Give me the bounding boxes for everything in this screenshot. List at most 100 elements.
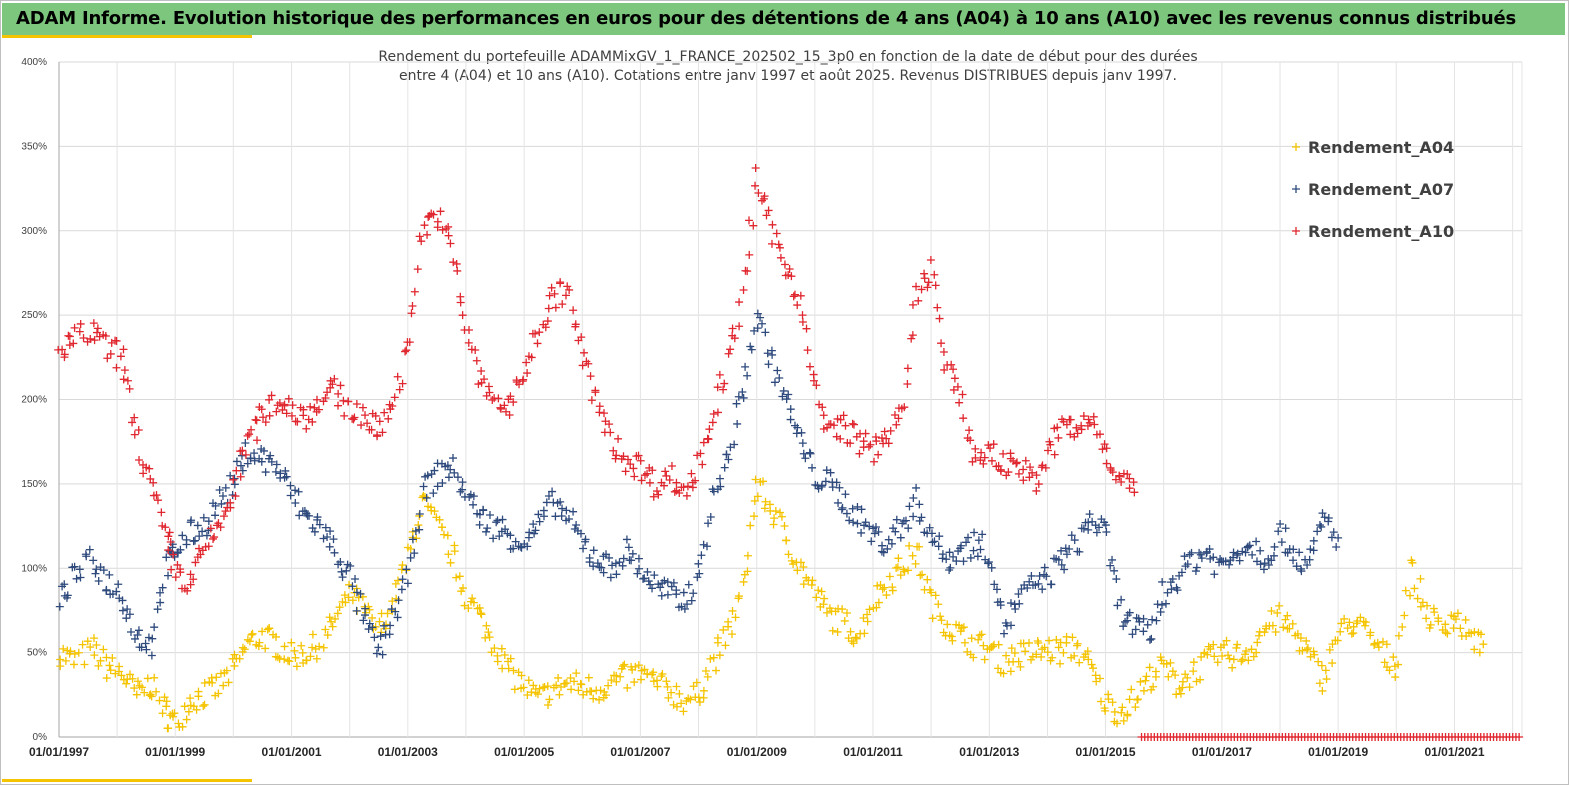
point-Rendement_A10 — [544, 304, 553, 313]
point-Rendement_A07 — [984, 559, 993, 568]
point-Rendement_A07 — [158, 583, 167, 592]
point-Rendement_A04 — [1032, 650, 1041, 659]
point-Rendement_A07 — [779, 386, 788, 395]
point-Rendement_A10 — [130, 413, 139, 422]
point-Rendement_A04 — [771, 507, 780, 516]
point-Rendement_A07 — [1135, 617, 1144, 626]
point-Rendement_A04 — [657, 672, 666, 681]
point-Rendement_A04 — [328, 622, 337, 631]
point-Rendement_A04 — [1475, 648, 1484, 657]
point-Rendement_A04 — [1021, 647, 1030, 656]
point-Rendement_A07 — [683, 600, 692, 609]
point-Rendement_A10 — [176, 565, 185, 574]
point-Rendement_A10 — [103, 354, 112, 363]
point-Rendement_A07 — [761, 328, 770, 337]
point-Rendement_A10 — [629, 464, 638, 473]
point-Rendement_A07 — [1108, 555, 1117, 564]
point-Rendement_A07 — [732, 399, 741, 408]
point-Rendement_A04 — [1398, 623, 1407, 632]
point-Rendement_A07 — [1085, 510, 1094, 519]
point-Rendement_A04 — [1123, 711, 1132, 720]
point-Rendement_A07 — [1092, 528, 1101, 537]
point-Rendement_A07 — [204, 517, 213, 526]
point-Rendement_A10 — [164, 532, 173, 541]
point-Rendement_A10 — [787, 272, 796, 281]
point-Rendement_A07 — [89, 556, 98, 565]
point-Rendement_A07 — [1264, 561, 1273, 570]
point-Rendement_A10 — [183, 586, 192, 595]
point-Rendement_A07 — [1095, 523, 1104, 532]
point-Rendement_A04 — [1296, 634, 1305, 643]
point-Rendement_A04 — [589, 694, 598, 703]
point-Rendement_A07 — [801, 454, 810, 463]
point-Rendement_A07 — [704, 519, 713, 528]
point-Rendement_A04 — [728, 606, 737, 615]
point-Rendement_A07 — [848, 504, 857, 513]
point-Rendement_A04 — [977, 630, 986, 639]
point-Rendement_A07 — [942, 555, 951, 564]
point-Rendement_A07 — [410, 549, 419, 558]
point-Rendement_A10 — [864, 442, 873, 451]
point-Rendement_A07 — [841, 490, 850, 499]
point-Rendement_A10 — [836, 415, 845, 424]
point-Rendement_A07 — [485, 511, 494, 520]
point-Rendement_A04 — [1142, 672, 1151, 681]
point-Rendement_A07 — [874, 527, 883, 536]
point-Rendement_A10 — [780, 260, 789, 269]
point-Rendement_A10 — [870, 457, 879, 466]
point-Rendement_A07 — [992, 585, 1001, 594]
point-Rendement_A10 — [1125, 474, 1134, 483]
x-tick-label: 01/01/2003 — [378, 745, 438, 759]
point-Rendement_A04 — [1014, 657, 1023, 666]
point-Rendement_A07 — [905, 502, 914, 511]
point-Rendement_A10 — [693, 451, 702, 460]
point-Rendement_A07 — [915, 516, 924, 525]
point-Rendement_A04 — [398, 561, 407, 570]
y-tick-label: 250% — [21, 310, 47, 321]
point-Rendement_A04 — [833, 627, 842, 636]
y-tick-label: 0% — [33, 732, 48, 743]
point-Rendement_A07 — [799, 449, 808, 458]
point-Rendement_A04 — [1083, 647, 1092, 656]
point-Rendement_A10 — [134, 426, 143, 435]
point-Rendement_A04 — [1054, 643, 1063, 652]
point-Rendement_A10 — [903, 364, 912, 373]
point-Rendement_A07 — [458, 478, 467, 487]
point-Rendement_A04 — [458, 584, 467, 593]
point-Rendement_A07 — [55, 602, 64, 611]
point-Rendement_A07 — [419, 482, 428, 491]
point-Rendement_A04 — [83, 637, 92, 646]
point-Rendement_A07 — [806, 449, 815, 458]
point-Rendement_A10 — [527, 353, 536, 362]
point-Rendement_A07 — [257, 457, 266, 466]
point-Rendement_A07 — [250, 456, 259, 465]
point-Rendement_A07 — [261, 468, 270, 477]
point-Rendement_A10 — [760, 192, 769, 201]
point-Rendement_A04 — [302, 656, 311, 665]
point-Rendement_A04 — [258, 627, 267, 636]
point-Rendement_A04 — [1185, 683, 1194, 692]
point-Rendement_A10 — [1006, 449, 1015, 458]
point-Rendement_A07 — [326, 527, 335, 536]
point-Rendement_A04 — [969, 653, 978, 662]
point-Rendement_A04 — [506, 654, 515, 663]
point-Rendement_A04 — [446, 558, 455, 567]
point-Rendement_A07 — [703, 542, 712, 551]
point-Rendement_A07 — [156, 588, 165, 597]
point-Rendement_A07 — [1248, 550, 1257, 559]
point-Rendement_A07 — [1035, 572, 1044, 581]
point-Rendement_A04 — [180, 702, 189, 711]
point-Rendement_A04 — [200, 678, 209, 687]
point-Rendement_A07 — [695, 569, 704, 578]
point-Rendement_A04 — [554, 673, 563, 682]
point-Rendement_A07 — [646, 580, 655, 589]
point-Rendement_A10 — [836, 434, 845, 443]
point-Rendement_A10 — [720, 379, 729, 388]
point-Rendement_A10 — [505, 410, 514, 419]
point-Rendement_A07 — [1276, 520, 1285, 529]
point-Rendement_A07 — [826, 468, 835, 477]
point-Rendement_A04 — [1070, 651, 1079, 660]
point-Rendement_A07 — [935, 532, 944, 541]
point-Rendement_A07 — [556, 497, 565, 506]
point-Rendement_A07 — [336, 557, 345, 566]
